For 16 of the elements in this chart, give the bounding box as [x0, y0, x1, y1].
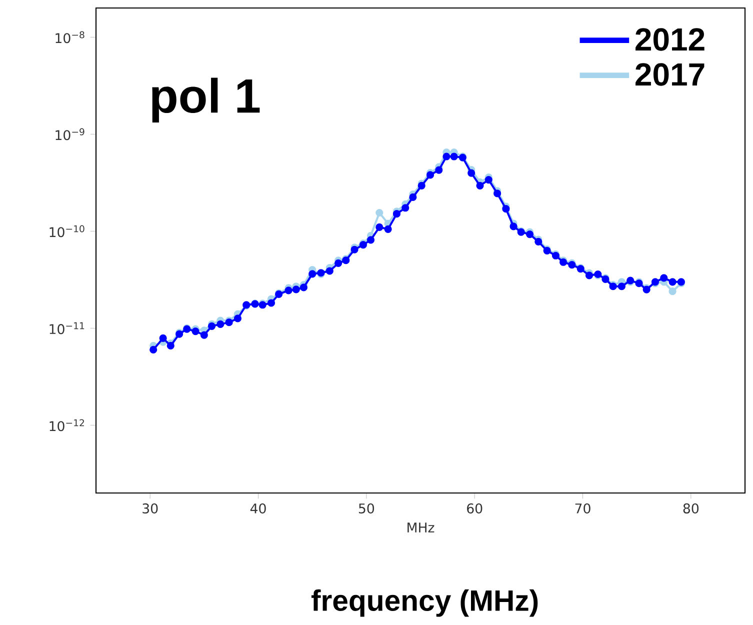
legend-label: 2017: [636, 63, 704, 86]
text: frequency (MHz): [311, 589, 538, 617]
y-tick-label: 10$^{−8}$: [56, 31, 84, 44]
x-tick-label: 40: [250, 503, 266, 514]
x-tick-label: 60: [467, 503, 482, 514]
legend-label: 2012: [636, 28, 704, 51]
annotation: pol 1: [152, 78, 260, 123]
y-tick-label: 10$^{−12}$: [50, 419, 84, 432]
y-tick-label: 10$^{−10}$: [50, 225, 84, 238]
x-tick-label: 30: [142, 503, 158, 514]
y-tick-label: 10$^{−11}$: [50, 322, 84, 334]
x-tick-label: 70: [575, 503, 590, 514]
y-tick-label: 10$^{−9}$: [56, 128, 84, 140]
x-axis-title: MHz: [408, 522, 434, 532]
x-tick-label: 50: [358, 503, 374, 514]
x-tick-label: 80: [683, 503, 699, 514]
